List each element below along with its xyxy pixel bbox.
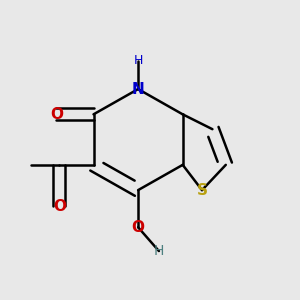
Text: H: H [154,244,164,258]
Text: O: O [132,220,145,235]
Text: S: S [196,183,208,198]
Text: H: H [134,54,143,67]
Text: O: O [50,107,63,122]
Text: O: O [53,199,66,214]
Text: N: N [132,82,145,97]
